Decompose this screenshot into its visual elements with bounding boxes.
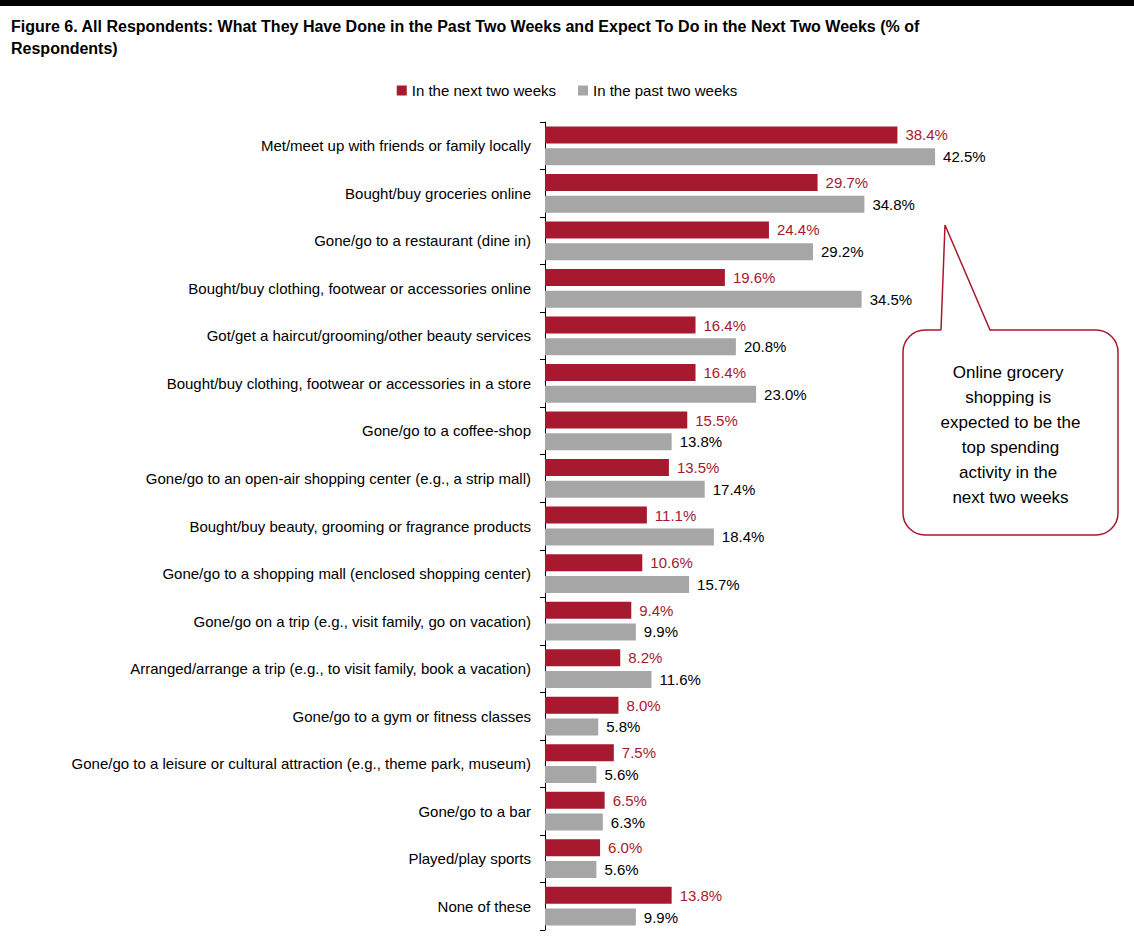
svg-text:18.4%: 18.4% <box>722 528 765 545</box>
svg-text:7.5%: 7.5% <box>622 744 656 761</box>
svg-text:Online grocery: Online grocery <box>953 363 1068 382</box>
svg-text:Gone/go to a coffee-shop: Gone/go to a coffee-shop <box>362 422 531 439</box>
svg-text:Figure 6. All Respondents: Wha: Figure 6. All Respondents: What They Hav… <box>11 18 924 35</box>
svg-text:11.1%: 11.1% <box>655 507 696 524</box>
svg-text:Played/play sports: Played/play sports <box>408 850 531 867</box>
svg-text:29.7%: 29.7% <box>826 174 869 191</box>
svg-text:24.4%: 24.4% <box>777 221 820 238</box>
svg-text:29.2%: 29.2% <box>821 243 864 260</box>
svg-text:13.8%: 13.8% <box>680 887 723 904</box>
svg-text:6.5%: 6.5% <box>613 792 647 809</box>
svg-text:Bought/buy beauty, grooming or: Bought/buy beauty, grooming or fragrance… <box>189 518 531 535</box>
svg-text:11.6%: 11.6% <box>659 671 700 688</box>
svg-text:8.0%: 8.0% <box>626 697 660 714</box>
svg-text:42.5%: 42.5% <box>943 148 986 165</box>
svg-text:9.4%: 9.4% <box>639 602 673 619</box>
svg-text:Got/get a haircut/grooming/oth: Got/get a haircut/grooming/other beauty … <box>207 327 531 344</box>
svg-text:expected to be the: expected to be the <box>941 413 1081 432</box>
svg-text:Gone/go to a leisure or cultur: Gone/go to a leisure or cultural attract… <box>72 755 531 772</box>
svg-text:6.0%: 6.0% <box>608 839 642 856</box>
svg-text:6.3%: 6.3% <box>611 814 645 831</box>
svg-text:5.6%: 5.6% <box>604 766 638 783</box>
svg-text:Gone/go to an open-air shoppin: Gone/go to an open-air shopping center (… <box>146 470 531 487</box>
svg-text:15.7%: 15.7% <box>697 576 740 593</box>
svg-text:Arranged/arrange a trip (e.g.,: Arranged/arrange a trip (e.g., to visit … <box>130 660 531 677</box>
svg-text:15.5%: 15.5% <box>695 412 738 429</box>
svg-text:Respondents): Respondents) <box>11 40 118 57</box>
svg-text:Met/meet up with friends or fa: Met/meet up with friends or family local… <box>261 137 532 154</box>
svg-text:13.8%: 13.8% <box>680 433 723 450</box>
svg-text:Gone/go to a gym or fitness cl: Gone/go to a gym or fitness classes <box>293 708 531 725</box>
svg-text:23.0%: 23.0% <box>764 386 807 403</box>
svg-text:In the next two weeks: In the next two weeks <box>412 82 556 99</box>
svg-text:38.4%: 38.4% <box>905 126 948 143</box>
svg-text:17.4%: 17.4% <box>713 481 756 498</box>
svg-text:16.4%: 16.4% <box>704 317 747 334</box>
svg-text:In the past two weeks: In the past two weeks <box>593 82 737 99</box>
svg-text:9.9%: 9.9% <box>644 623 678 640</box>
svg-text:8.2%: 8.2% <box>628 649 662 666</box>
svg-text:5.6%: 5.6% <box>604 861 638 878</box>
svg-text:None of these: None of these <box>438 898 531 915</box>
svg-text:9.9%: 9.9% <box>644 909 678 926</box>
svg-text:Bought/buy clothing, footwear: Bought/buy clothing, footwear or accesso… <box>188 280 531 297</box>
svg-text:Gone/go to a shopping mall (en: Gone/go to a shopping mall (enclosed sho… <box>162 565 531 582</box>
svg-text:Gone/go to a restaurant (dine: Gone/go to a restaurant (dine in) <box>314 232 531 249</box>
svg-text:13.5%: 13.5% <box>677 459 720 476</box>
svg-text:5.8%: 5.8% <box>606 718 640 735</box>
svg-text:19.6%: 19.6% <box>733 269 776 286</box>
svg-text:16.4%: 16.4% <box>704 364 747 381</box>
svg-text:34.8%: 34.8% <box>872 196 915 213</box>
svg-text:Bought/buy clothing, footwear: Bought/buy clothing, footwear or accesso… <box>167 375 531 392</box>
svg-text:Bought/buy groceries online: Bought/buy groceries online <box>345 185 531 202</box>
svg-text:34.5%: 34.5% <box>870 291 913 308</box>
svg-text:shopping is: shopping is <box>965 388 1056 407</box>
svg-text:Gone/go to a bar: Gone/go to a bar <box>418 803 531 820</box>
svg-text:activity in the: activity in the <box>959 463 1062 482</box>
svg-text:next two weeks: next two weeks <box>952 488 1068 507</box>
svg-text:10.6%: 10.6% <box>650 554 693 571</box>
svg-text:20.8%: 20.8% <box>744 338 787 355</box>
svg-text:top spending: top spending <box>957 438 1064 457</box>
svg-text:Gone/go on a trip (e.g., visit: Gone/go on a trip (e.g., visit family, g… <box>194 613 531 630</box>
